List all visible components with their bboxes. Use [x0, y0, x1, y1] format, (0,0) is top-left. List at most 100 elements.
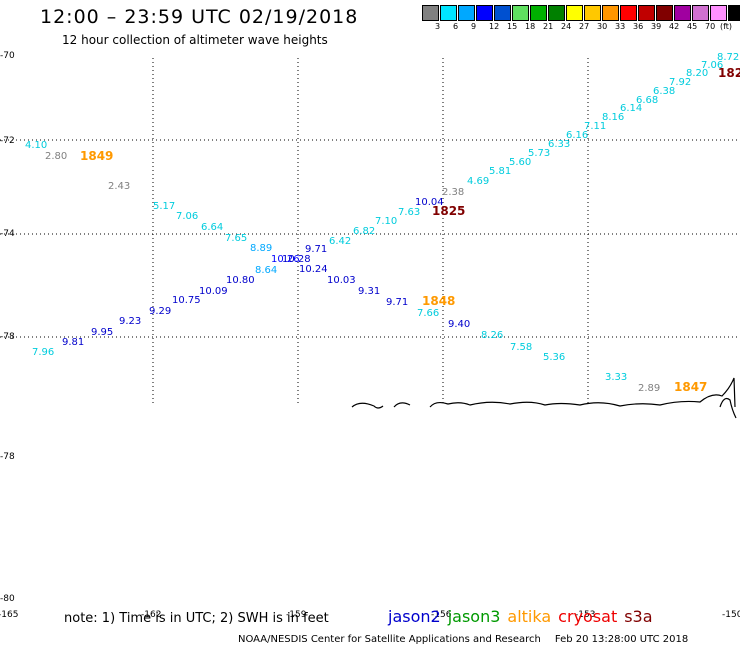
- latitude-label: -72: [0, 136, 15, 146]
- legend-swatch: [494, 5, 511, 21]
- wave-height-label: 7.96: [32, 347, 54, 358]
- wave-height-label: 8.20: [686, 68, 708, 79]
- wave-height-label: 4.10: [25, 140, 47, 151]
- legend-swatch: [728, 5, 740, 21]
- wave-height-label: 7.65: [225, 233, 247, 244]
- page-title: 12:00 – 23:59 UTC 02/19/2018: [40, 6, 359, 28]
- latitude-label: -70: [0, 51, 15, 61]
- pass-time-label: 1848: [422, 294, 455, 308]
- legend-label: 42: [669, 22, 680, 31]
- legend-swatch: [620, 5, 637, 21]
- wave-height-label: 10.80: [226, 275, 255, 286]
- page-subtitle: 12 hour collection of altimeter wave hei…: [62, 33, 328, 47]
- wave-height-label: 7.06: [701, 60, 723, 71]
- legend-swatch: [656, 5, 673, 21]
- wave-height-label: 2.38: [442, 187, 464, 198]
- wave-height-label: 10.24: [299, 264, 328, 275]
- wave-height-label: 7.11: [584, 121, 606, 132]
- satellite-altika: altika: [507, 607, 552, 626]
- wave-height-label: 10.09: [199, 286, 228, 297]
- longitude-label: -153: [575, 610, 595, 620]
- satellite-legend: jason2 jason3 altika cryosat s3a: [388, 607, 660, 626]
- wave-height-label: 5.81: [489, 166, 511, 177]
- latitude-label: -78: [0, 332, 15, 342]
- wave-height-label: 5.60: [509, 157, 531, 168]
- pass-time-label: 182: [718, 66, 740, 80]
- wave-height-label: 9.40: [448, 319, 470, 330]
- footnote: note: 1) Time is in UTC; 2) SWH is in fe…: [64, 611, 329, 626]
- satellite-cryosat: cryosat: [558, 607, 618, 626]
- legend-swatch: [476, 5, 493, 21]
- legend-label: (ft): [720, 22, 733, 31]
- wave-height-label: 8.72: [717, 52, 739, 63]
- legend-label: 30: [597, 22, 608, 31]
- longitude-label: -150: [722, 610, 740, 620]
- wave-height-label: 10.28: [282, 254, 311, 265]
- legend-swatch: [512, 5, 529, 21]
- legend-swatch: [566, 5, 583, 21]
- latitude-label: -80: [0, 594, 15, 604]
- wave-height-label: 2.80: [45, 151, 67, 162]
- wave-height-label: 9.81: [62, 337, 84, 348]
- coastline: [351, 377, 737, 419]
- legend-label: 70: [705, 22, 716, 31]
- generation-timestamp: Feb 20 13:28:00 UTC 2018: [554, 634, 689, 645]
- legend-label: 33: [615, 22, 626, 31]
- observations-layer: 4.102.80 18492.435.177.066.647.658.8910.2…: [25, 52, 740, 394]
- longitude-labels: -165 -162 -159 -156 -153 -150: [0, 610, 740, 620]
- wave-height-label: 7.63: [398, 207, 420, 218]
- satellite-jason3: jason3: [447, 607, 501, 626]
- legend-swatch: [638, 5, 655, 21]
- wave-height-label: 10.03: [327, 275, 356, 286]
- legend-label: 12: [489, 22, 500, 31]
- wave-height-label: 3.33: [605, 372, 627, 383]
- pass-time-label: 1849: [80, 149, 113, 163]
- wave-height-label: 8.64: [255, 265, 277, 276]
- longitude-label: -165: [0, 610, 18, 620]
- wave-height-label: 5.73: [528, 148, 550, 159]
- longitude-label: -162: [141, 610, 161, 620]
- wave-height-label: 8.16: [602, 112, 624, 123]
- legend-swatch: [422, 5, 439, 21]
- legend-label: 15: [507, 22, 518, 31]
- wave-height-label: 10.04: [415, 197, 444, 208]
- legend-swatch: [440, 5, 457, 21]
- map-gridlines: [0, 58, 740, 405]
- wave-height-label: 7.58: [510, 342, 532, 353]
- wave-height-label: 8.26: [481, 330, 503, 341]
- pass-time-label: 1825: [432, 204, 465, 218]
- wave-height-label: 9.71: [305, 244, 327, 255]
- wave-height-label: 9.23: [119, 316, 141, 327]
- wave-height-label: 6.82: [353, 226, 375, 237]
- legend-label: 24: [561, 22, 572, 31]
- legend-swatch: [584, 5, 601, 21]
- legend-label: 18: [525, 22, 536, 31]
- pass-time-label: 1847: [674, 380, 707, 394]
- wave-height-label: 2.43: [108, 181, 130, 192]
- color-scale-legend: [422, 5, 740, 21]
- wave-height-label: 6.38: [653, 86, 675, 97]
- legend-label: 9: [471, 22, 477, 31]
- legend-label: 3: [435, 22, 441, 31]
- legend-swatch: [530, 5, 547, 21]
- legend-swatch: [458, 5, 475, 21]
- legend-label: 27: [579, 22, 590, 31]
- wave-height-label: 9.71: [386, 297, 408, 308]
- latitude-label: -74: [0, 229, 15, 239]
- wave-height-label: 4.69: [467, 176, 489, 187]
- wave-height-label: 5.17: [153, 201, 175, 212]
- legend-swatch: [548, 5, 565, 21]
- latitude-labels: -70 -72 -74 -78 -78 -80: [0, 51, 15, 604]
- legend-label: 6: [453, 22, 459, 31]
- satellite-s3a: s3a: [624, 607, 653, 626]
- legend-swatch: [710, 5, 727, 21]
- wave-height-label: 10.75: [172, 295, 201, 306]
- legend-swatch: [692, 5, 709, 21]
- credit-line: NOAA/NESDIS Center for Satellite Applica…: [238, 634, 688, 645]
- legend-swatch: [602, 5, 619, 21]
- wave-height-label: 7.66: [417, 308, 439, 319]
- latitude-label: -78: [0, 452, 15, 462]
- wave-height-label: 6.33: [548, 139, 570, 150]
- satellite-jason2: jason2: [388, 607, 441, 626]
